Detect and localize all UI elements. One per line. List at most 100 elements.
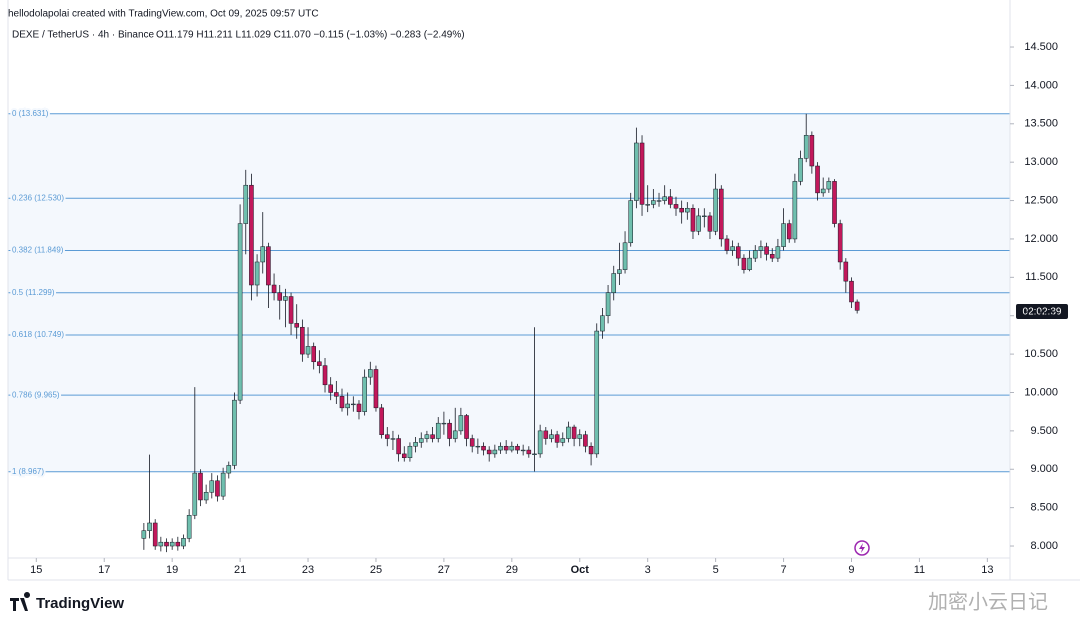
candle-body — [809, 135, 815, 167]
candle-body — [832, 181, 837, 224]
candle-body — [651, 200, 656, 205]
candle-body — [237, 223, 243, 401]
candle-body — [826, 181, 832, 190]
candle-body — [198, 472, 203, 501]
candle-body — [385, 434, 390, 439]
y-tick-label: 11.000 — [1025, 310, 1058, 322]
logo-mark — [10, 592, 31, 611]
candle-body — [656, 200, 662, 202]
candle-body — [769, 254, 775, 259]
countdown-box — [1016, 304, 1068, 319]
x-tick-label: 15 — [30, 564, 42, 576]
candle-body — [356, 403, 362, 412]
alert-icon[interactable] — [854, 540, 870, 556]
candle-body — [515, 445, 520, 451]
candle-body — [696, 215, 701, 232]
y-tick-label: 13.000 — [1024, 156, 1058, 168]
candle-body — [373, 369, 379, 409]
candle-body — [379, 407, 384, 435]
candle-body — [611, 273, 617, 293]
candle-body — [481, 445, 486, 451]
x-tick-label: 9 — [848, 564, 854, 576]
candle-body — [577, 434, 583, 439]
candle-body — [690, 207, 696, 232]
candle-body — [164, 541, 169, 547]
y-tick-label: 9.500 — [1030, 425, 1058, 437]
candle-body — [215, 480, 220, 497]
candle-body — [588, 445, 594, 455]
candle-body — [345, 403, 350, 409]
fib-label: 1 (8.967) — [12, 467, 44, 476]
ohlc-legend: O11.179 H11.211 L11.029 C11.070 −0.115 (… — [156, 30, 465, 41]
candle-body — [226, 465, 232, 474]
candle-body — [837, 223, 843, 263]
x-tick-label: Oct — [571, 564, 590, 576]
candle-body — [458, 415, 464, 432]
candle-body — [175, 541, 181, 547]
candle-body — [498, 445, 503, 451]
candle-body — [566, 426, 571, 439]
candle-body — [401, 453, 407, 458]
fib-label: 0.5 (11.299) — [12, 288, 55, 297]
candle-body — [707, 215, 713, 232]
plot-area: 0 (13.631) 0.236 (12.530) 0.382 (11.849) 0.… — [8, 107, 1010, 553]
candle-body — [322, 365, 328, 386]
chart-title: DEXE / TetherUS · 4h · Binance — [12, 30, 155, 41]
candle-body — [798, 158, 803, 182]
candle-body — [452, 430, 458, 439]
candle-body — [311, 346, 316, 363]
candle-body — [317, 361, 322, 366]
candle-body — [764, 246, 769, 255]
candle-body — [702, 215, 707, 217]
candle-body — [532, 453, 537, 455]
y-tick-label: 10.500 — [1024, 348, 1058, 360]
candle-body — [305, 346, 311, 355]
candle-body — [181, 538, 186, 547]
fib-label: 0.618 (10.749) — [12, 330, 64, 339]
x-tick-label: 3 — [645, 564, 651, 576]
credit: hellodolapolai created with TradingView.… — [8, 9, 319, 20]
x-tick-label: 29 — [506, 564, 518, 576]
candle-body — [786, 223, 792, 240]
candle-body — [232, 399, 237, 466]
candle-body — [685, 207, 690, 213]
candle-body — [147, 522, 152, 531]
candle-body — [713, 188, 718, 232]
candle-body — [209, 480, 215, 493]
candle-body — [362, 376, 367, 412]
x-tick-label: 25 — [370, 564, 382, 576]
y-tick-label: 8.500 — [1030, 502, 1058, 514]
candle-body — [747, 257, 752, 270]
candle-body — [820, 188, 826, 194]
candle-body — [634, 142, 639, 201]
candle-body — [220, 472, 226, 497]
candle-body — [628, 200, 633, 244]
candle-body — [781, 223, 786, 247]
candle-body — [543, 430, 549, 439]
candle-body — [469, 438, 475, 447]
y-tick-label: 14.000 — [1024, 79, 1058, 91]
x-tick-label: 7 — [780, 564, 786, 576]
candle-body — [424, 434, 430, 439]
y-tick-label: 10.000 — [1024, 386, 1058, 398]
x-tick-label: 23 — [302, 564, 314, 576]
x-tick-label: 5 — [713, 564, 719, 576]
candle-body — [169, 541, 175, 547]
candle-body — [243, 184, 249, 224]
candle-body — [475, 445, 481, 448]
candle-body — [758, 246, 764, 251]
candle-body — [486, 449, 492, 455]
candle-body — [447, 422, 452, 439]
watermark: 加密小云日记 — [928, 590, 1048, 613]
candle-body — [605, 292, 611, 316]
candle-body — [719, 188, 724, 240]
y-tick-label: 8.000 — [1030, 540, 1058, 552]
y-tick-label: 13.500 — [1024, 118, 1058, 130]
candle-body — [509, 445, 515, 451]
x-tick-label: 11 — [914, 564, 925, 576]
candle-body — [854, 301, 860, 311]
candle-body — [639, 142, 645, 205]
candle-body — [464, 415, 469, 439]
